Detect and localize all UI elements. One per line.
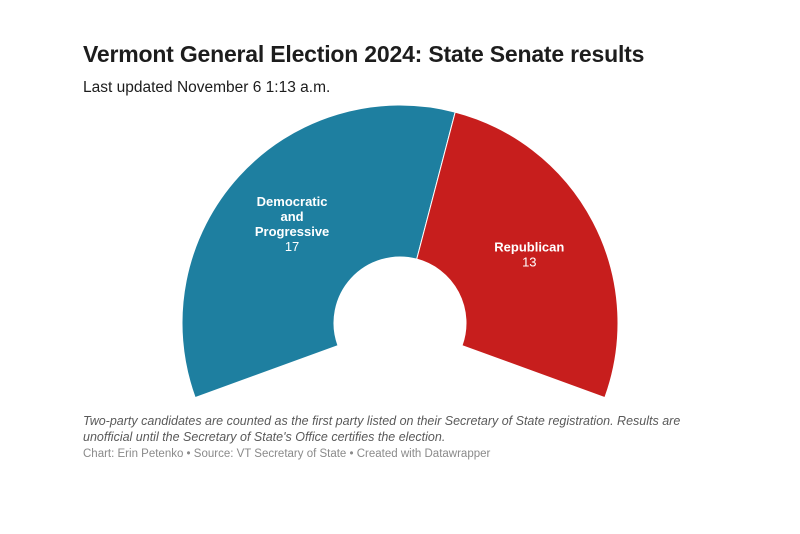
slice-label-name: Democratic: [257, 194, 328, 209]
slice-label-name: Progressive: [255, 224, 329, 239]
slice-democratic-and-progressive[interactable]: [181, 104, 456, 399]
slice-republican[interactable]: [416, 111, 619, 399]
chart-title: Vermont General Election 2024: State Sen…: [83, 41, 645, 67]
chart-byline: Chart: Erin Petenko • Source: VT Secreta…: [83, 448, 491, 460]
chart-subtitle: Last updated November 6 1:13 a.m.: [83, 79, 331, 96]
slice-label-name: Republican: [494, 240, 564, 255]
slice-label-value: 17: [285, 239, 299, 254]
slice-label-name: and: [281, 209, 304, 224]
chart-notes: Two-party candidates are counted as the …: [83, 414, 681, 444]
slice-label-value: 13: [522, 255, 536, 270]
